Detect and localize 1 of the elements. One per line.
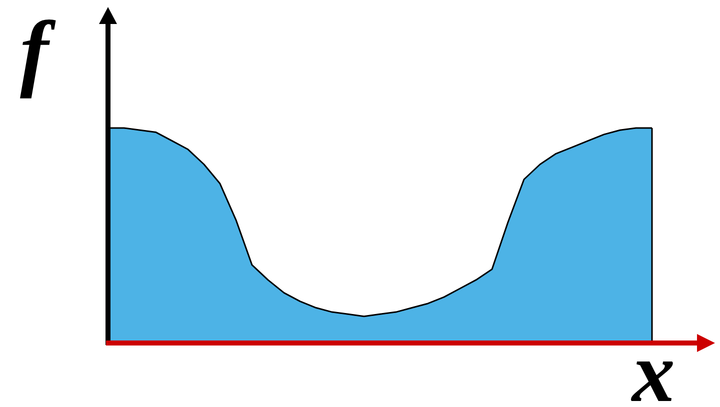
x-axis-title: x <box>632 324 675 407</box>
